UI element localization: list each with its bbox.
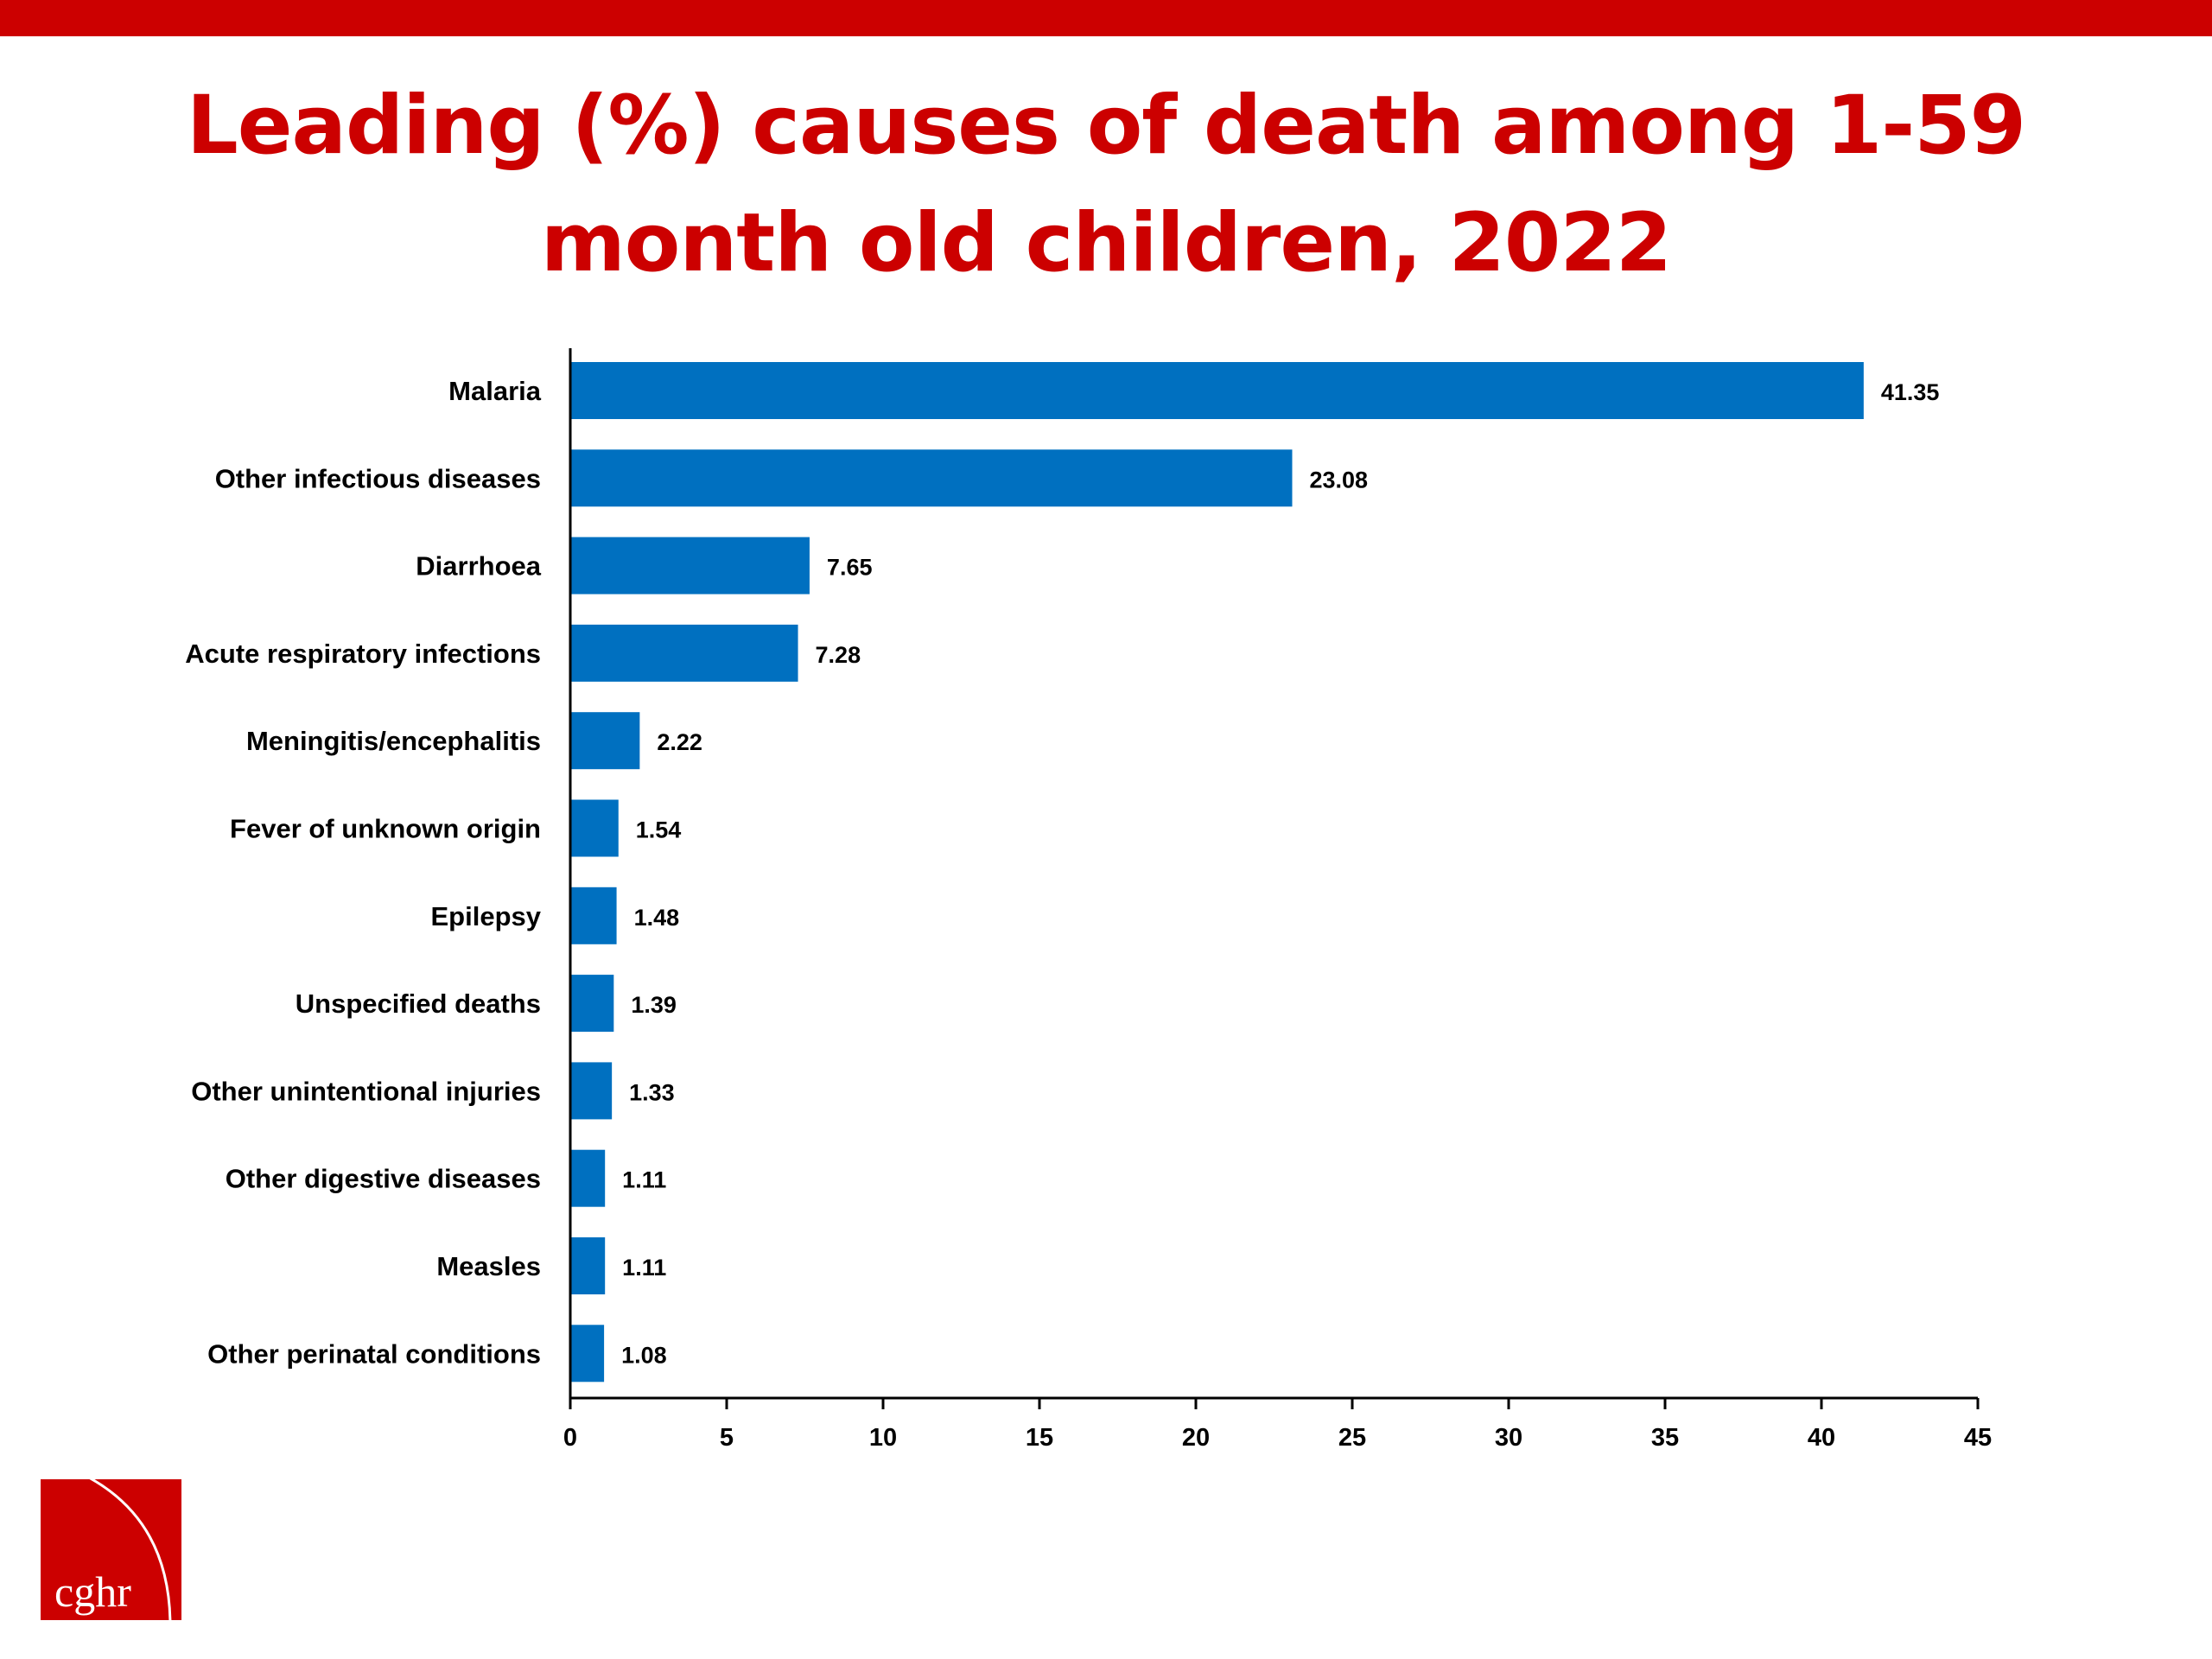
bar bbox=[570, 449, 1293, 507]
value-label: 7.65 bbox=[827, 555, 873, 581]
category-labels-group: Malaria Other infectious diseases Diarrhoe… bbox=[185, 376, 541, 1369]
bars-group bbox=[570, 362, 1864, 1382]
x-tick-label: 45 bbox=[1964, 1424, 1992, 1452]
x-tick-label: 30 bbox=[1495, 1424, 1522, 1452]
category-label: Other perinatal conditions bbox=[207, 1338, 541, 1369]
value-labels-group: 41.35 23.08 7.65 7.28 2.22 1.54 1.48 1.39 1.33 1.… bbox=[621, 379, 1939, 1368]
bar bbox=[570, 887, 617, 944]
category-label: Diarrhoea bbox=[416, 551, 541, 582]
x-ticks-group: 0 5 10 15 20 25 30 35 40 45 bbox=[563, 1398, 1992, 1452]
category-label: Other digestive diseases bbox=[226, 1164, 541, 1194]
x-tick-label: 35 bbox=[1651, 1424, 1679, 1452]
value-label: 1.33 bbox=[629, 1079, 675, 1105]
category-label: Epilepsy bbox=[431, 901, 542, 931]
x-tick-label: 25 bbox=[1338, 1424, 1366, 1452]
bar bbox=[570, 975, 614, 1033]
category-label: Malaria bbox=[448, 376, 542, 406]
value-label: 23.08 bbox=[1309, 467, 1368, 493]
bar bbox=[570, 1149, 606, 1207]
category-label: Meningitis/encephalitis bbox=[246, 726, 541, 756]
bar bbox=[570, 712, 640, 770]
slide-title: Leading (%) causes of death among 1-59 m… bbox=[186, 79, 2026, 290]
bar bbox=[570, 1062, 613, 1120]
value-label: 1.08 bbox=[621, 1342, 667, 1368]
x-tick-label: 5 bbox=[720, 1424, 734, 1452]
value-label: 1.54 bbox=[636, 817, 682, 843]
value-label: 2.22 bbox=[657, 729, 702, 755]
logo-mark bbox=[41, 1479, 181, 1620]
category-label: Fever of unknown origin bbox=[230, 814, 541, 844]
category-label: Measles bbox=[436, 1251, 541, 1281]
cghr-logo: cghr bbox=[41, 1479, 181, 1620]
value-label: 1.48 bbox=[634, 905, 680, 931]
value-label: 1.39 bbox=[631, 992, 677, 1018]
bar bbox=[570, 1237, 606, 1294]
bar bbox=[570, 362, 1864, 419]
bar bbox=[570, 624, 798, 682]
bar bbox=[570, 537, 810, 594]
logo-text: cghr bbox=[54, 1567, 131, 1616]
x-tick-label: 20 bbox=[1182, 1424, 1210, 1452]
category-label: Acute respiratory infections bbox=[185, 639, 541, 669]
category-label: Other infectious diseases bbox=[215, 463, 541, 493]
x-tick-label: 15 bbox=[1026, 1424, 1053, 1452]
value-label: 7.28 bbox=[816, 642, 861, 668]
value-label: 1.11 bbox=[622, 1167, 666, 1193]
bar bbox=[570, 799, 619, 857]
x-tick-label: 10 bbox=[869, 1424, 897, 1452]
category-label: Other unintentional injuries bbox=[191, 1076, 541, 1106]
value-label: 1.11 bbox=[622, 1255, 666, 1281]
x-tick-label: 40 bbox=[1808, 1424, 1835, 1452]
top-accent-bar bbox=[0, 0, 2212, 36]
value-label: 41.35 bbox=[1881, 379, 1940, 405]
bar bbox=[570, 1325, 605, 1382]
category-label: Unspecified deaths bbox=[296, 988, 541, 1019]
x-tick-label: 0 bbox=[563, 1424, 577, 1452]
